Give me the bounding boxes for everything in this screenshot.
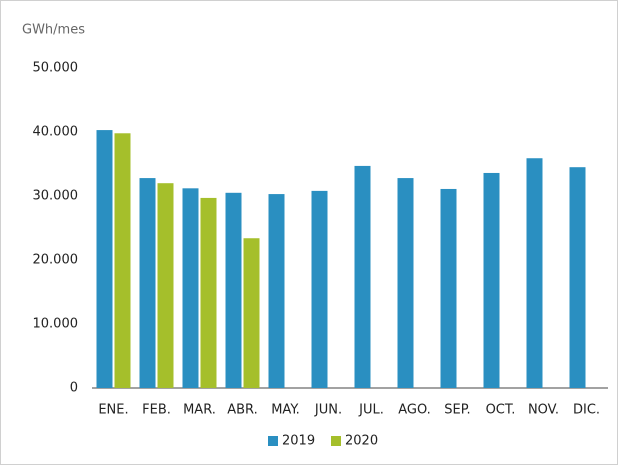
bar	[182, 188, 199, 388]
y-tick-label: 20.000	[33, 253, 79, 268]
bar	[96, 130, 113, 388]
bar	[139, 178, 156, 388]
y-tick-label: 10.000	[33, 317, 79, 332]
legend-swatch	[331, 436, 341, 446]
bar	[157, 183, 174, 388]
x-tick-label: NOV.	[528, 403, 559, 418]
x-tick-label: MAR.	[183, 403, 216, 418]
x-tick-label: DIC.	[573, 403, 600, 418]
y-tick-label: 40.000	[33, 125, 79, 140]
y-tick-label: 0	[70, 381, 78, 396]
bar	[311, 190, 328, 388]
x-tick-label: SEP.	[444, 403, 470, 418]
bar	[569, 167, 586, 388]
bar	[354, 165, 371, 388]
bar	[225, 192, 242, 388]
x-tick-label: JUN.	[314, 403, 342, 418]
bar	[243, 238, 260, 388]
x-tick-label: ENE.	[98, 403, 128, 418]
bar	[483, 172, 500, 388]
y-axis-label: GWh/mes	[22, 23, 85, 38]
legend-swatch	[268, 436, 278, 446]
legend-label: 2019	[282, 434, 315, 449]
y-tick-label: 30.000	[33, 189, 79, 204]
legend-label: 2020	[345, 434, 378, 449]
x-tick-label: FEB.	[142, 403, 171, 418]
y-tick-label: 50.000	[33, 61, 79, 76]
bar	[200, 197, 217, 388]
bar	[440, 188, 457, 388]
x-tick-label: ABR.	[227, 403, 258, 418]
x-tick-label: AGO.	[398, 403, 431, 418]
x-tick-label: MAY.	[271, 403, 300, 418]
x-tick-label: OCT.	[486, 403, 516, 418]
x-tick-label: JUL.	[358, 403, 384, 418]
bar	[114, 133, 131, 388]
bar	[397, 178, 414, 388]
bar	[268, 194, 285, 388]
bar	[526, 158, 543, 388]
